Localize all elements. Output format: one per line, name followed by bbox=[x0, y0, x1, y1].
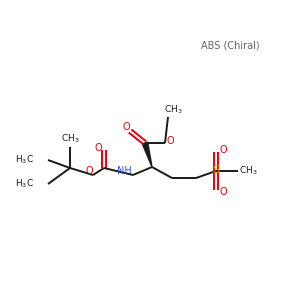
Text: O: O bbox=[219, 187, 227, 197]
Text: O: O bbox=[85, 166, 93, 176]
Text: O: O bbox=[122, 122, 130, 132]
Text: O: O bbox=[219, 145, 227, 155]
Text: S: S bbox=[212, 165, 220, 175]
Text: O: O bbox=[94, 143, 102, 153]
Text: CH$_3$: CH$_3$ bbox=[61, 133, 79, 145]
Text: CH$_3$: CH$_3$ bbox=[239, 165, 257, 177]
Text: O: O bbox=[166, 136, 174, 146]
Text: CH$_3$: CH$_3$ bbox=[164, 104, 182, 116]
Text: H$_3$C: H$_3$C bbox=[15, 154, 34, 166]
Polygon shape bbox=[142, 142, 152, 167]
Text: ABS (Chiral): ABS (Chiral) bbox=[201, 40, 259, 50]
Text: H$_3$C: H$_3$C bbox=[15, 178, 34, 190]
Text: NH: NH bbox=[117, 166, 131, 176]
